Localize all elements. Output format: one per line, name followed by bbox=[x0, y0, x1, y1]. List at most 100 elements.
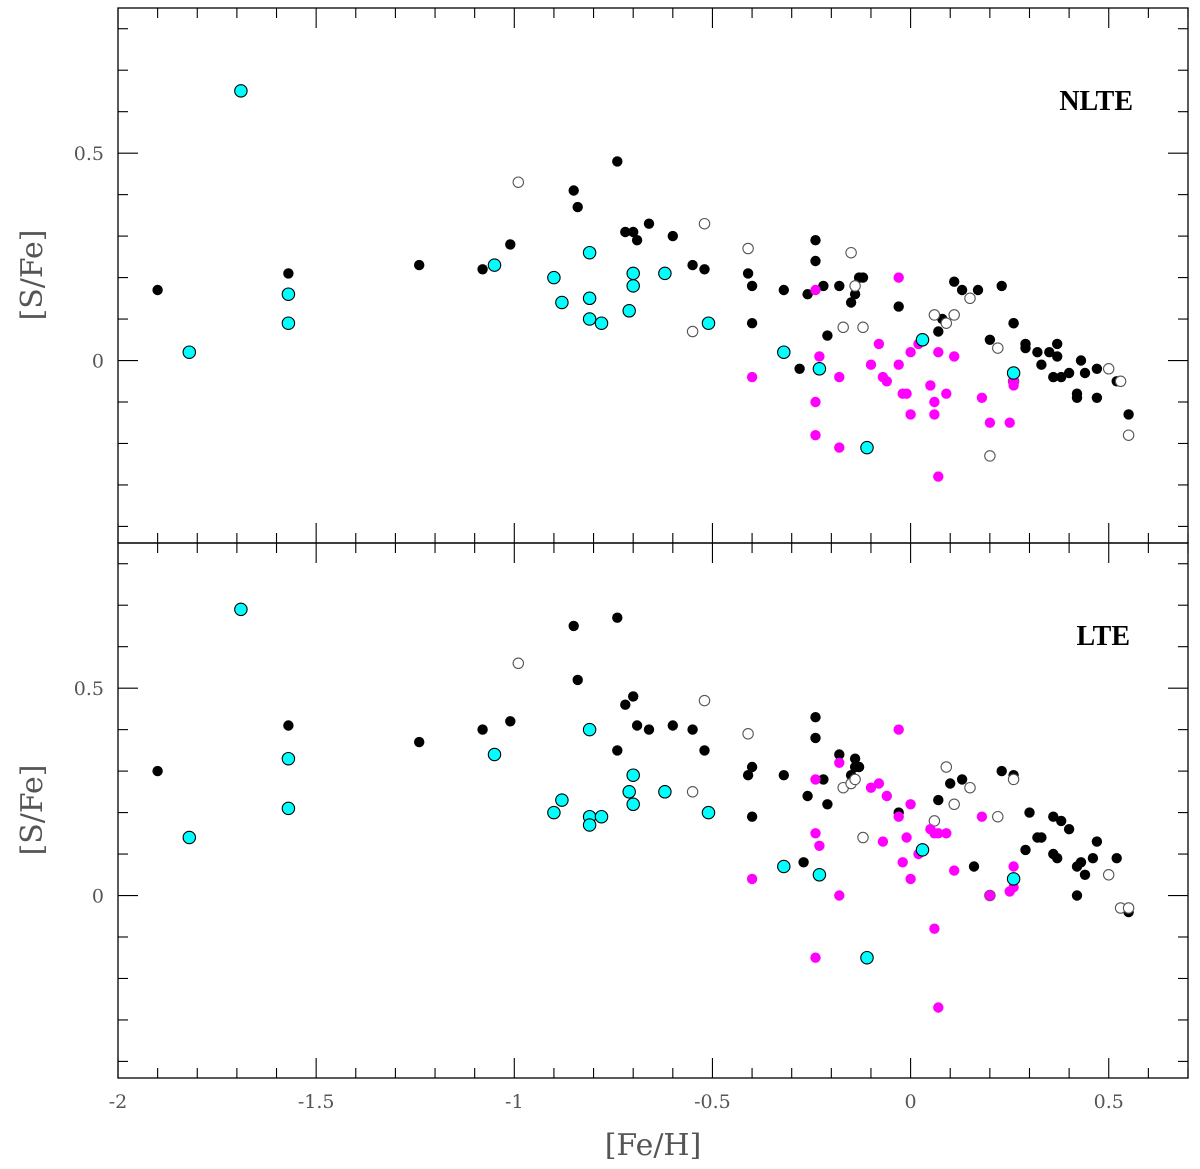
point-cyan bbox=[658, 785, 672, 799]
point-black-filled bbox=[956, 284, 968, 296]
point-cyan bbox=[860, 950, 874, 965]
point-cyan bbox=[812, 868, 827, 882]
point-open bbox=[1114, 375, 1127, 388]
point-open bbox=[1102, 869, 1115, 881]
point-magenta bbox=[834, 442, 845, 453]
point-cyan bbox=[626, 797, 640, 812]
point-black-filled bbox=[1020, 844, 1031, 856]
point-magenta bbox=[893, 724, 904, 735]
point-black-filled bbox=[612, 156, 623, 167]
point-black-filled bbox=[933, 326, 944, 337]
point-magenta bbox=[810, 952, 821, 963]
panel-lte-ticks bbox=[117, 543, 1189, 1078]
point-magenta bbox=[933, 1002, 944, 1013]
point-magenta bbox=[949, 351, 960, 362]
point-magenta bbox=[933, 471, 944, 482]
point-black-filled bbox=[956, 774, 968, 785]
point-black-filled bbox=[699, 264, 710, 275]
ytick-label: 0 bbox=[92, 351, 104, 373]
y-axis-label: [S/Fe] bbox=[15, 765, 50, 856]
point-open bbox=[686, 325, 699, 338]
point-cyan bbox=[915, 333, 930, 347]
point-black-filled bbox=[505, 716, 516, 727]
point-magenta bbox=[905, 873, 916, 885]
point-magenta bbox=[865, 782, 877, 793]
point-black-filled bbox=[628, 691, 639, 702]
point-black-filled bbox=[612, 745, 623, 756]
point-black-filled bbox=[631, 720, 643, 731]
point-cyan bbox=[860, 440, 874, 455]
point-magenta bbox=[893, 811, 904, 822]
point-magenta bbox=[881, 790, 892, 802]
point-black-filled bbox=[572, 674, 583, 686]
point-magenta bbox=[1008, 380, 1019, 391]
point-black-filled bbox=[1048, 371, 1059, 383]
point-magenta bbox=[873, 338, 885, 350]
point-black-filled bbox=[802, 289, 813, 300]
point-black-filled bbox=[1123, 409, 1134, 420]
point-open bbox=[686, 786, 699, 798]
point-black-filled bbox=[152, 765, 163, 777]
point-open bbox=[1102, 363, 1115, 375]
point-cyan bbox=[1006, 872, 1021, 886]
point-black-filled bbox=[620, 699, 631, 710]
panel-label: NLTE bbox=[1059, 86, 1133, 117]
point-open bbox=[698, 694, 711, 707]
point-black-filled bbox=[1075, 857, 1087, 868]
point-magenta bbox=[810, 828, 821, 839]
point-black-filled bbox=[742, 268, 754, 279]
point-open bbox=[512, 657, 525, 670]
point-cyan bbox=[582, 245, 597, 260]
point-black-filled bbox=[667, 230, 678, 242]
point-magenta bbox=[905, 799, 916, 810]
point-black-filled bbox=[414, 259, 425, 271]
point-magenta bbox=[905, 409, 916, 420]
point-black-filled bbox=[778, 284, 789, 296]
point-black-filled bbox=[414, 736, 425, 748]
point-open bbox=[984, 450, 996, 462]
point-open bbox=[964, 781, 976, 794]
point-black-filled bbox=[477, 724, 488, 735]
point-magenta bbox=[814, 840, 825, 851]
point-magenta bbox=[933, 347, 944, 358]
point-magenta bbox=[933, 828, 944, 839]
point-cyan bbox=[555, 295, 569, 310]
x-tick-labels: -2 -1.5 -1 -0.5 0 0.5 bbox=[109, 1091, 1124, 1113]
point-black-filled bbox=[1052, 351, 1063, 362]
point-cyan bbox=[915, 843, 930, 857]
point-black-filled bbox=[1071, 392, 1083, 403]
point-black-filled bbox=[945, 778, 956, 789]
point-open bbox=[928, 309, 941, 321]
point-cyan bbox=[487, 258, 502, 272]
point-black-filled bbox=[1008, 318, 1019, 329]
point-open bbox=[948, 798, 960, 811]
point-cyan bbox=[626, 266, 640, 281]
point-black-filled bbox=[1056, 371, 1067, 383]
point-cyan bbox=[182, 830, 197, 845]
point-magenta bbox=[893, 359, 904, 370]
point-magenta bbox=[901, 388, 912, 399]
point-cyan bbox=[777, 345, 791, 359]
point-cyan bbox=[582, 818, 597, 832]
point-black-filled bbox=[1063, 367, 1075, 379]
point-cyan bbox=[281, 316, 296, 330]
point-black-filled bbox=[810, 712, 821, 723]
point-black-filled bbox=[1048, 811, 1059, 822]
point-black-filled bbox=[1036, 359, 1047, 370]
point-open bbox=[742, 242, 754, 255]
panel-nlte: 0 0.5 [S/Fe] NLTE bbox=[15, 7, 1189, 544]
point-black-filled bbox=[742, 770, 754, 781]
point-black-filled bbox=[778, 770, 789, 781]
point-black-filled bbox=[572, 201, 583, 213]
point-black-filled bbox=[1052, 853, 1063, 864]
point-black-filled bbox=[1111, 853, 1122, 864]
point-black-filled bbox=[746, 280, 758, 292]
point-black-filled bbox=[1079, 869, 1091, 880]
point-black-filled bbox=[822, 330, 833, 341]
point-magenta bbox=[929, 923, 940, 934]
point-cyan bbox=[281, 801, 296, 816]
point-open bbox=[857, 321, 869, 334]
point-magenta bbox=[746, 873, 758, 885]
point-magenta bbox=[810, 430, 821, 441]
point-black-filled bbox=[798, 857, 809, 868]
